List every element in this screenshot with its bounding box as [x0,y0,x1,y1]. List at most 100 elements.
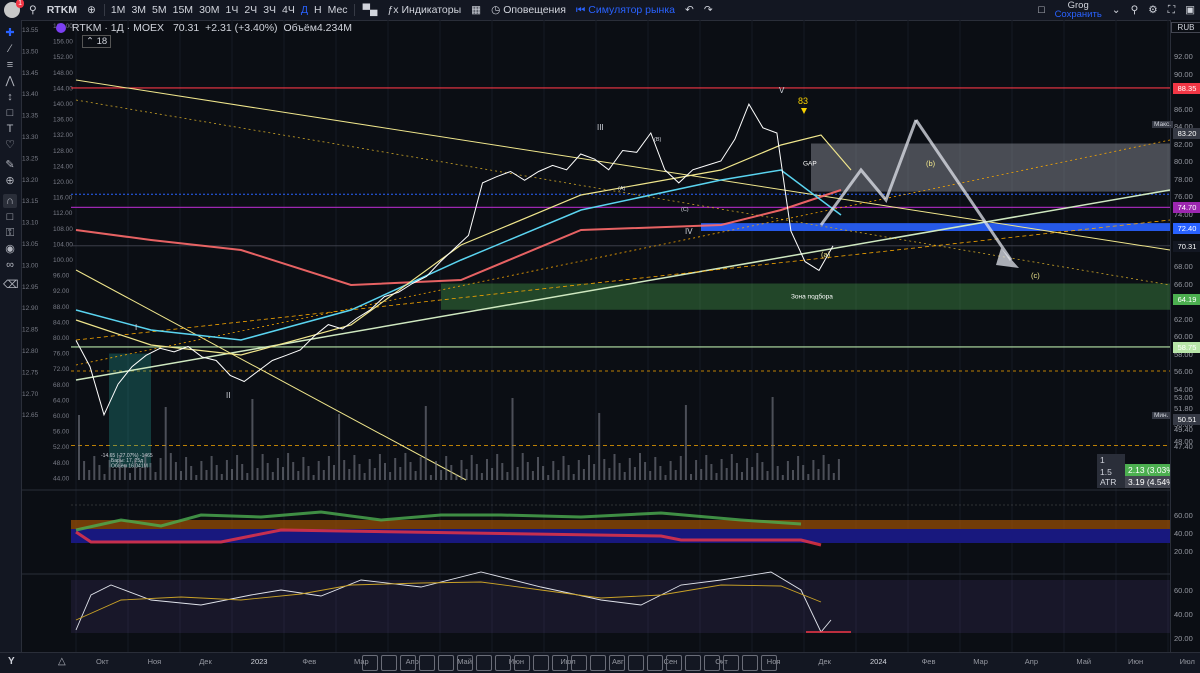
layout-save[interactable]: Grog Сохранить [1050,1,1107,20]
compare-add-icon[interactable]: ⊕ [87,4,96,16]
legend-symbol[interactable]: RTKM · 1Д · MOEX [71,22,165,34]
indicators-button[interactable]: ƒx Индикаторы [382,4,466,16]
legend-volume: 4.234M [316,22,352,34]
crosshair-icon[interactable]: ✚ [5,27,15,39]
eraser-icon[interactable] [761,655,777,671]
arrow-up-icon[interactable] [666,655,682,671]
replay-button[interactable]: ⏮ Симулятор рынка [571,4,680,17]
interval-button[interactable]: 3Ч [263,4,277,16]
alerts-button[interactable]: ◷ Оповещения [486,4,571,16]
volume-bar [435,461,437,480]
volume-bar [246,473,249,480]
volume-bar [470,455,473,480]
volume-bar [577,460,580,480]
trend-line-icon[interactable]: ∕ [9,43,11,55]
goto-date-icon[interactable]: △ [58,656,66,667]
price-range-icon[interactable] [609,655,625,671]
time-tick: Июн [508,657,524,666]
interval-button[interactable]: 2Ч [244,4,258,16]
currency-button[interactable]: RUB [1171,22,1200,33]
target-arrow-icon [801,108,807,114]
interval-button[interactable]: 15M [172,4,194,16]
chart-type-icon[interactable]: ▀▄ [362,4,378,16]
pane-tick: 60.00 [1174,511,1193,520]
volume-bar [210,456,213,480]
symbol-search[interactable]: RTKM [46,4,78,16]
link-icon[interactable]: ∞ [6,259,14,271]
redo-icon[interactable]: ↷ [703,4,713,16]
volume-bar [659,466,662,480]
ruler-icon[interactable]: ✎ [5,159,15,171]
shape-icon[interactable]: □ [6,107,14,119]
text-icon[interactable]: T [6,123,14,135]
marker-icon[interactable] [647,655,663,671]
volume-bar [623,472,626,480]
volume-bar [837,459,840,480]
trend-line-icon[interactable] [362,655,378,671]
volume-bar [725,468,728,480]
layout-dropdown-icon[interactable]: ⌄ [1111,4,1121,16]
snapshot-icon[interactable]: ▣ [1185,4,1195,16]
pattern-icon[interactable]: ⋀ [5,75,15,87]
osc-line-red [75,528,822,547]
interval-button[interactable]: Д [300,4,308,16]
undo-icon[interactable]: ↶ [685,4,694,16]
volume-bar [511,398,514,480]
curve-icon[interactable] [742,655,758,671]
note-icon[interactable] [571,655,587,671]
ray-icon[interactable] [514,655,530,671]
interval-button[interactable]: 1M [110,4,126,16]
fullscreen-icon[interactable]: ⛶ [1167,3,1176,16]
interval-button[interactable]: 4Ч [282,4,295,16]
interval-button[interactable]: 30M [199,4,220,16]
indicators-toggle[interactable]: ⌃ 18 [82,35,112,48]
date-range-icon[interactable] [628,655,644,671]
pattern-icon[interactable] [476,655,492,671]
interval-button[interactable]: Н [314,4,322,16]
lock-icon[interactable]: ⚿ [5,227,15,239]
volume-bar [358,464,361,480]
templates-icon[interactable]: ▦ [471,4,482,16]
user-avatar[interactable]: 1 [4,0,24,18]
ellipse-icon[interactable] [723,655,739,671]
price-axis[interactable]: RUB 92.0090.0088.0086.0084.0082.0080.007… [1170,20,1200,652]
arrow-icon[interactable] [419,655,435,671]
volume-bar [149,463,152,480]
interval-button[interactable]: 3M [131,4,147,16]
angle-icon[interactable] [533,655,549,671]
chart-area[interactable]: 13.55 13.50 13.45 13.40 13.35 13.30 13.25 13.20… [21,20,1170,652]
flag-icon[interactable] [590,655,606,671]
interval-button[interactable]: 1Ч [225,4,239,16]
search-icon[interactable]: ⚲ [29,4,37,16]
projection-icon[interactable]: ↕ [7,91,13,103]
left-tick: 68.00 [53,382,70,389]
volume-bar [338,414,341,480]
trash-icon[interactable]: ⌫ [3,279,19,291]
quick-search-icon[interactable]: ⚲ [1130,4,1139,16]
fib-icon[interactable] [438,655,454,671]
path-icon[interactable] [495,655,511,671]
wave-label: V [779,86,785,95]
far-left-tick: 13.35 [22,113,39,120]
volume-bar [261,454,264,480]
text-icon[interactable] [552,655,568,671]
layout-menu-icon[interactable]: □ [1038,4,1045,16]
brush-icon[interactable] [400,655,416,671]
interval-button[interactable]: Мес [327,4,348,16]
settings-icon[interactable]: ⚙ [1148,4,1158,16]
volume-bar [715,473,718,480]
magnet-icon[interactable]: ∩ [3,194,17,208]
pitchfork-icon[interactable] [381,655,397,671]
zoom-icon[interactable]: ⊕ [5,175,15,187]
circle-icon[interactable] [704,655,720,671]
arrow-down-icon[interactable] [685,655,701,671]
fib-icon[interactable]: ≡ [6,59,14,71]
volume-bar [450,465,453,480]
volume-bar [598,413,601,480]
measure-icon[interactable] [457,655,473,671]
chart-svg[interactable]: 13.55 13.50 13.45 13.40 13.35 13.30 13.25 13.20… [21,20,1170,652]
lock-drawing-icon[interactable]: □ [6,211,14,223]
eye-icon[interactable]: ◉ [5,243,15,255]
favorite-icon[interactable]: ♡ [5,139,15,151]
interval-button[interactable]: 5M [152,4,167,16]
